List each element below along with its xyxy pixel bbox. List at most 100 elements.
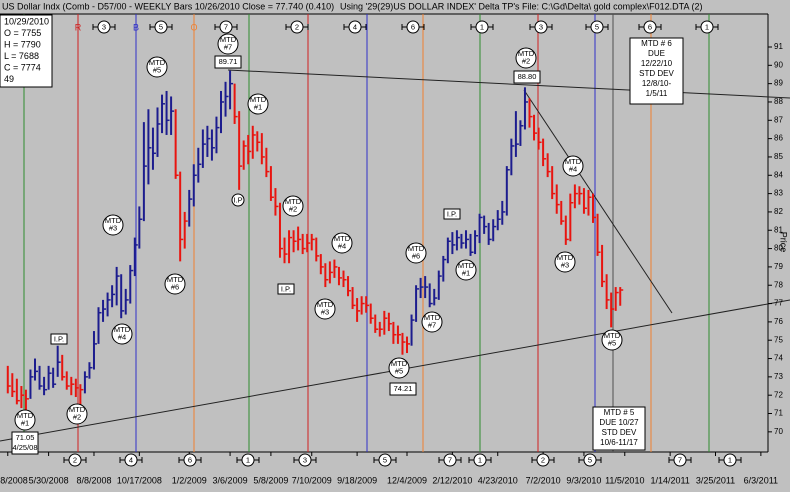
x-tick-label: 11/5/2010 <box>605 475 644 485</box>
y-tick-label: 87 <box>774 115 783 124</box>
x-tick-label: 9/18/2009 <box>337 475 377 485</box>
mtd-circle <box>282 195 304 217</box>
mtd-circle <box>405 242 427 264</box>
marker-label: 5 <box>595 22 599 31</box>
note-line: 10/6-11/17 <box>600 438 638 447</box>
x-tick-label: 1/14/2011 <box>650 475 689 485</box>
marker-circle <box>590 20 604 34</box>
x-tick-label: 4/23/2010 <box>478 475 518 485</box>
info-line: C = 7774 <box>4 62 41 72</box>
marker-label: 1 <box>246 455 250 464</box>
y-tick-label: 70 <box>774 427 783 436</box>
price-box-label: 71.05 <box>16 433 35 442</box>
note-line: MTD # 5 <box>604 408 635 417</box>
marker-circle <box>700 20 714 34</box>
mtd-label: #1 <box>254 103 262 112</box>
marker-circle <box>183 453 197 467</box>
mtd-circle <box>217 33 239 55</box>
price-box <box>389 382 417 396</box>
mtd-label: #5 <box>153 66 161 75</box>
price-box-label: 74.21 <box>394 384 413 393</box>
mtd-label: #2 <box>73 413 81 422</box>
x-tick-label: 7/2/2010 <box>526 475 561 485</box>
info-line: H = 7790 <box>4 39 41 49</box>
marker-circle <box>643 20 657 34</box>
ip-box <box>443 208 461 220</box>
note-line: 12/8/10- <box>642 79 672 88</box>
mtd-label: #3 <box>321 308 329 317</box>
mtd-circle <box>601 329 623 351</box>
marker-circle <box>219 20 233 34</box>
note-line: STD DEV <box>639 69 674 78</box>
y-tick-label: 76 <box>774 317 783 326</box>
y-tick-label: 72 <box>774 390 783 399</box>
mtd-circle <box>515 47 537 69</box>
x-tick-label: 3/6/2009 <box>213 475 248 485</box>
mtd-label: MTD <box>69 405 86 414</box>
marker-circle <box>406 20 420 34</box>
ip-box <box>277 283 295 295</box>
mtd-label: MTD <box>285 197 302 206</box>
mtd-label: #1 <box>21 419 29 428</box>
mtd-circle <box>421 311 443 333</box>
mtd-label: MTD <box>334 234 351 243</box>
mtd-label: #7 <box>428 321 436 330</box>
info-line: 49 <box>4 74 14 84</box>
marker-circle <box>443 453 457 467</box>
marker-circle <box>68 453 82 467</box>
y-tick-label: 82 <box>774 207 783 216</box>
mtd-label: MTD <box>391 359 408 368</box>
mtd-circle <box>554 251 576 273</box>
mtd-label: #1 <box>462 269 470 278</box>
mtd-label: MTD <box>518 49 535 58</box>
mtd-label: #2 <box>289 205 297 214</box>
info-line: 10/29/2010 <box>4 16 49 26</box>
marker-label: 7 <box>224 22 228 31</box>
note-line: DUE 10/27 <box>599 418 639 427</box>
y-tick-label: 80 <box>774 244 783 253</box>
x-tick-label: 10/17/2008 <box>117 475 162 485</box>
marker-label: 2 <box>541 455 545 464</box>
marker-label: 1 <box>705 22 709 31</box>
marker-label: 1 <box>728 455 732 464</box>
trend-line <box>523 89 673 314</box>
cycle-letter: O <box>190 22 197 32</box>
price-box <box>513 70 541 84</box>
y-tick-label: 88 <box>774 97 783 106</box>
mtd-label: #3 <box>109 224 117 233</box>
note-box <box>629 37 684 105</box>
mtd-circle <box>102 214 124 236</box>
note-line: DUE <box>648 49 665 58</box>
note-line: MTD # 6 <box>641 39 672 48</box>
y-tick-label: 78 <box>774 280 783 289</box>
marker-circle <box>673 453 687 467</box>
x-tick-label: 6/3/2011 <box>744 475 778 485</box>
mtd-circle <box>247 93 269 115</box>
mtd-label: MTD <box>17 411 34 420</box>
marker-label: 4 <box>129 455 133 464</box>
mtd-label: #5 <box>608 339 616 348</box>
mtd-label: #2 <box>522 57 530 66</box>
marker-label: 7 <box>678 455 682 464</box>
mtd-label: MTD <box>604 331 621 340</box>
mtd-label: #7 <box>224 43 232 52</box>
x-tick-label: 7/10/2009 <box>292 475 332 485</box>
y-tick-label: 91 <box>774 42 783 51</box>
marker-label: 3 <box>303 455 307 464</box>
mtd-circle <box>455 259 477 281</box>
marker-circle <box>97 20 111 34</box>
mtd-circle <box>14 409 36 431</box>
y-tick-label: 77 <box>774 299 783 308</box>
x-tick-label: 1/2/2009 <box>172 475 207 485</box>
chart-subtitle: Using '29(29)US DOLLAR INDEX' Delta TP's… <box>340 1 702 11</box>
ip-label: I.P. <box>54 334 64 343</box>
marker-label: 5 <box>588 455 592 464</box>
mtd-label: MTD <box>105 216 122 225</box>
x-tick-label: 2/12/2010 <box>432 475 472 485</box>
mtd-circle <box>331 232 353 254</box>
y-tick-label: 90 <box>774 60 783 69</box>
marker-circle <box>536 453 550 467</box>
marker-label: 3 <box>102 22 106 31</box>
ip-box <box>50 333 68 345</box>
y-tick-label: 79 <box>774 262 783 271</box>
